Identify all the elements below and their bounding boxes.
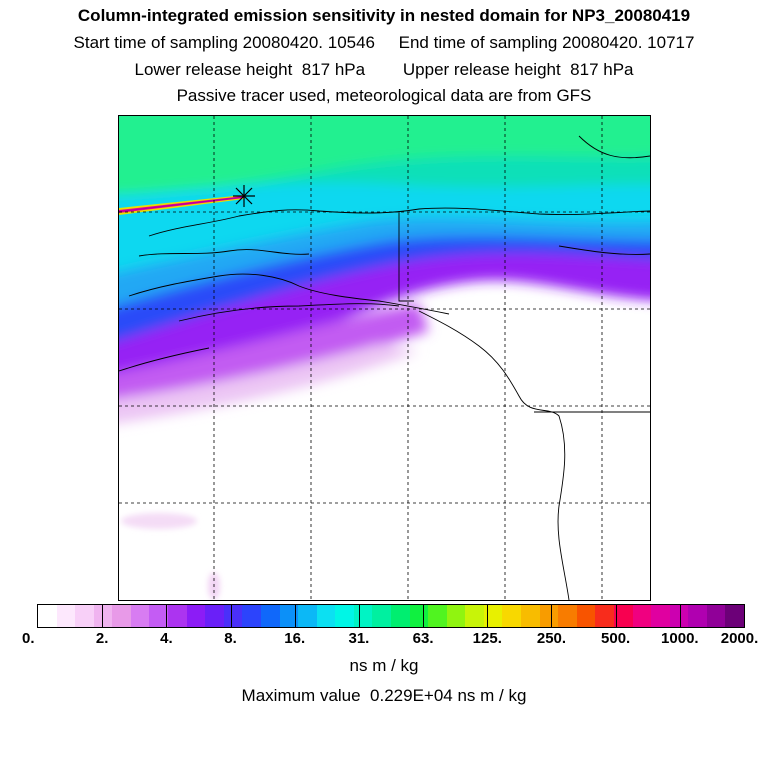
colorbar-segment <box>168 605 187 627</box>
colorbar-segment <box>260 605 280 627</box>
colorbar-tick-label: 8. <box>224 630 237 647</box>
colorbar-tick-label: 0. <box>22 630 35 647</box>
colorbar-segment <box>446 605 466 627</box>
colorbar-segment <box>279 605 299 627</box>
colorbar-segment <box>539 605 559 627</box>
colorbar-segment <box>353 605 373 627</box>
colorbar-segment <box>149 605 169 627</box>
colorbar-segment <box>613 605 633 627</box>
colorbar-segment <box>130 605 150 627</box>
colorbar-segment <box>502 605 522 627</box>
colorbar-tick-label: 2. <box>95 630 109 647</box>
colorbar <box>37 604 745 628</box>
colorbar-tick-label: 125. <box>472 630 502 647</box>
colorbar-segment <box>706 605 726 627</box>
graticule <box>119 116 650 600</box>
colorbar-tick-label: 500. <box>601 630 631 647</box>
colorbar-segment <box>428 605 447 627</box>
colorbar-segment <box>483 605 503 627</box>
colorbar-tick-label: 31. <box>348 630 370 647</box>
colorbar-segment <box>205 605 224 627</box>
colorbar-segment <box>409 605 429 627</box>
colorbar-segment <box>465 605 484 627</box>
sensitivity-field <box>119 116 650 424</box>
colorbar-segment <box>316 605 336 627</box>
colorbar-tick-label: 4. <box>160 630 173 647</box>
colorbar-segment <box>632 605 652 627</box>
colorbar-segment <box>595 605 614 627</box>
colorbar-segment <box>242 605 261 627</box>
colorbar-segment <box>112 605 131 627</box>
plume-streak <box>119 195 244 215</box>
plot-title: Column-integrated emission sensitivity i… <box>77 6 691 25</box>
colorbar-segment <box>725 605 744 627</box>
sampling-time-line: Start time of sampling 20080420. 10546 E… <box>73 33 695 52</box>
colorbar-segment <box>186 605 206 627</box>
colorbar-tick-label: 1000. <box>661 630 699 647</box>
colorbar-segment <box>651 605 670 627</box>
coastlines <box>119 135 650 600</box>
colorbar-segment <box>75 605 94 627</box>
colorbar-segment <box>56 605 76 627</box>
colorbar-segment <box>521 605 540 627</box>
colorbar-segment <box>38 605 57 627</box>
sensitivity-wisps <box>121 513 220 600</box>
release-height-line: Lower release height 817 hPa Upper relea… <box>134 60 634 79</box>
colorbar-tick-label: 16. <box>284 630 306 647</box>
maximum-value-label: Maximum value 0.229E+04 ns m / kg <box>241 686 527 705</box>
sensitivity-map <box>118 115 651 601</box>
colorbar-segment <box>372 605 391 627</box>
colorbar-segment <box>298 605 317 627</box>
map-svg <box>119 116 650 600</box>
tracer-note-line: Passive tracer used, meteorological data… <box>176 86 592 105</box>
colorbar-segment <box>576 605 596 627</box>
colorbar-units: ns m / kg <box>349 656 419 675</box>
colorbar-tick-label: 63. <box>412 630 434 647</box>
release-point-marker <box>233 185 255 207</box>
colorbar-segment <box>688 605 707 627</box>
colorbar-segment <box>335 605 354 627</box>
colorbar-segment <box>93 605 113 627</box>
colorbar-tick-label: 250. <box>536 630 567 647</box>
colorbar-segment <box>223 605 243 627</box>
colorbar-tick-label: 2000. <box>720 630 759 647</box>
colorbar-segment <box>558 605 577 627</box>
colorbar-segment <box>669 605 689 627</box>
colorbar-segment <box>390 605 410 627</box>
